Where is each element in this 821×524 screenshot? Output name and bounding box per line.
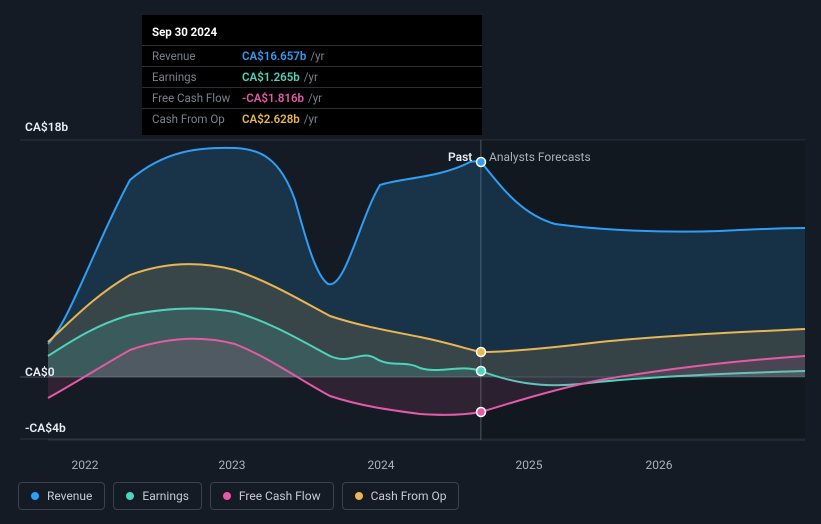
financial-chart: CA$18b CA$0 -CA$4b 2022 2023 2024 2025 2… bbox=[0, 0, 821, 524]
legend-item-label: Free Cash Flow bbox=[239, 489, 321, 503]
legend-dot-icon bbox=[31, 492, 39, 500]
tooltip-row-value: CA$1.265b bbox=[242, 70, 300, 84]
x-axis-label: 2022 bbox=[72, 458, 99, 472]
legend-dot-icon bbox=[355, 492, 363, 500]
tooltip-row-value: -CA$1.816b bbox=[242, 91, 304, 105]
legend: Revenue Earnings Free Cash Flow Cash From O… bbox=[18, 482, 459, 510]
tooltip-row-unit: /yr bbox=[304, 112, 318, 126]
legend-dot-icon bbox=[126, 492, 134, 500]
tooltip-row-value: CA$2.628b bbox=[242, 112, 300, 126]
forecast-label: Analysts Forecasts bbox=[489, 150, 591, 164]
revenue-marker bbox=[477, 158, 486, 167]
tooltip-title: Sep 30 2024 bbox=[142, 21, 482, 45]
x-axis-label: 2024 bbox=[368, 458, 395, 472]
legend-item-revenue[interactable]: Revenue bbox=[18, 482, 105, 510]
legend-dot-icon bbox=[223, 492, 231, 500]
legend-item-label: Cash From Op bbox=[371, 489, 447, 503]
tooltip-row-label: Cash From Op bbox=[152, 112, 242, 126]
free_cash_flow-marker bbox=[477, 408, 486, 417]
tooltip-row: Free Cash Flow-CA$1.816b/yr bbox=[142, 87, 482, 108]
tooltip: Sep 30 2024 RevenueCA$16.657b/yrEarnings… bbox=[142, 15, 482, 135]
past-label: Past bbox=[448, 150, 472, 164]
x-axis-label: 2023 bbox=[219, 458, 246, 472]
tooltip-row-unit: /yr bbox=[308, 91, 322, 105]
tooltip-row-unit: /yr bbox=[310, 49, 324, 63]
tooltip-row: Cash From OpCA$2.628b/yr bbox=[142, 108, 482, 129]
x-axis-label: 2025 bbox=[516, 458, 543, 472]
tooltip-row-unit: /yr bbox=[304, 70, 318, 84]
legend-item-label: Revenue bbox=[47, 489, 92, 503]
cash_from_op-marker bbox=[477, 348, 486, 357]
legend-item-earnings[interactable]: Earnings bbox=[113, 482, 202, 510]
legend-item-label: Earnings bbox=[142, 489, 189, 503]
tooltip-row: RevenueCA$16.657b/yr bbox=[142, 45, 482, 66]
y-axis-label: -CA$4b bbox=[25, 421, 66, 435]
legend-item-free_cash_flow[interactable]: Free Cash Flow bbox=[210, 482, 334, 510]
tooltip-row: EarningsCA$1.265b/yr bbox=[142, 66, 482, 87]
earnings-marker bbox=[477, 367, 486, 376]
y-axis-label: CA$18b bbox=[25, 120, 68, 134]
y-axis-label: CA$0 bbox=[25, 365, 55, 379]
tooltip-row-label: Revenue bbox=[152, 49, 242, 63]
tooltip-row-value: CA$16.657b bbox=[242, 49, 306, 63]
tooltip-row-label: Earnings bbox=[152, 70, 242, 84]
legend-item-cash_from_op[interactable]: Cash From Op bbox=[342, 482, 460, 510]
tooltip-row-label: Free Cash Flow bbox=[152, 91, 242, 105]
x-axis-label: 2026 bbox=[646, 458, 673, 472]
